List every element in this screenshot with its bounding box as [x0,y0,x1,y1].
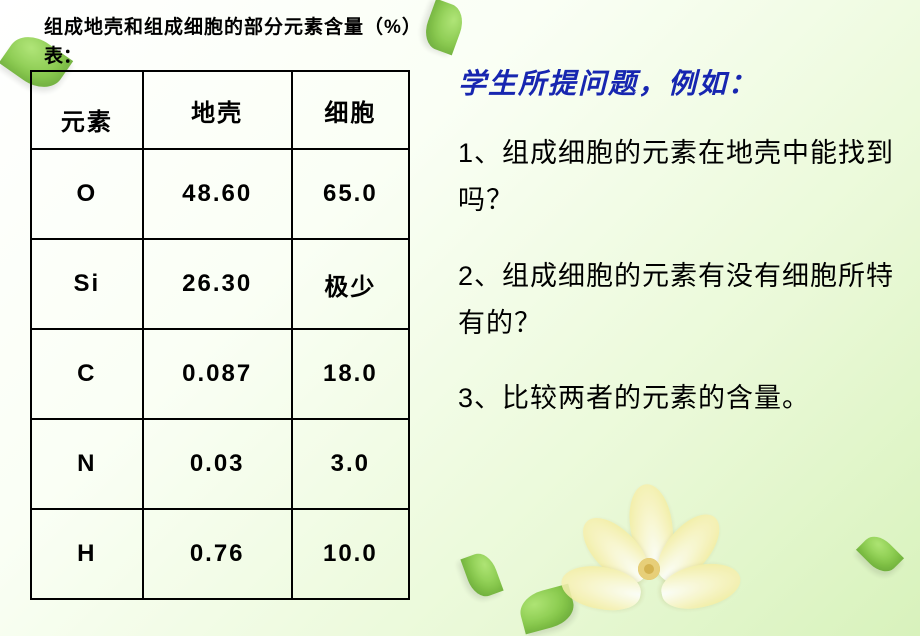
table-row: N 0.03 3.0 [31,419,409,509]
col-header-cell: 细胞 [292,71,409,149]
right-column: 学生所提问题，例如： 1、组成细胞的元素在地壳中能找到吗？ 2、组成细胞的元素有… [430,12,900,620]
cell-cell: 极少 [292,239,409,329]
question-item: 1、组成细胞的元素在地壳中能找到吗？ [458,130,894,225]
col-header-crust: 地壳 [143,71,292,149]
table-row: Si 26.30 极少 [31,239,409,329]
cell-crust: 26.30 [143,239,292,329]
cell-crust: 0.087 [143,329,292,419]
question-item: 2、组成细胞的元素有没有细胞所特有的？ [458,253,894,348]
cell-element: H [31,509,143,599]
caption-line-2: 表： [44,41,430,68]
cell-crust: 0.03 [143,419,292,509]
cell-element: Si [31,239,143,329]
cell-element: C [31,329,143,419]
col-header-element: 元素 [31,71,143,149]
question-item: 3、比较两者的元素的含量。 [458,375,894,422]
left-column: 组成地壳和组成细胞的部分元素含量（%） 表： 元素 地壳 细胞 O 48.60 … [30,12,430,620]
table-header-row: 元素 地壳 细胞 [31,71,409,149]
caption-line-1: 组成地壳和组成细胞的部分元素含量（%） [44,12,430,39]
slide-content: 组成地壳和组成细胞的部分元素含量（%） 表： 元素 地壳 细胞 O 48.60 … [0,0,920,636]
cell-element: N [31,419,143,509]
element-table: 元素 地壳 细胞 O 48.60 65.0 Si 26.30 极少 C [30,70,410,600]
cell-cell: 10.0 [292,509,409,599]
table-row: H 0.76 10.0 [31,509,409,599]
table-row: C 0.087 18.0 [31,329,409,419]
table-caption: 组成地壳和组成细胞的部分元素含量（%） 表： [30,12,430,68]
cell-crust: 0.76 [143,509,292,599]
questions-heading: 学生所提问题，例如： [458,62,894,102]
table-row: O 48.60 65.0 [31,149,409,239]
cell-crust: 48.60 [143,149,292,239]
cell-cell: 3.0 [292,419,409,509]
cell-cell: 65.0 [292,149,409,239]
cell-cell: 18.0 [292,329,409,419]
cell-element: O [31,149,143,239]
